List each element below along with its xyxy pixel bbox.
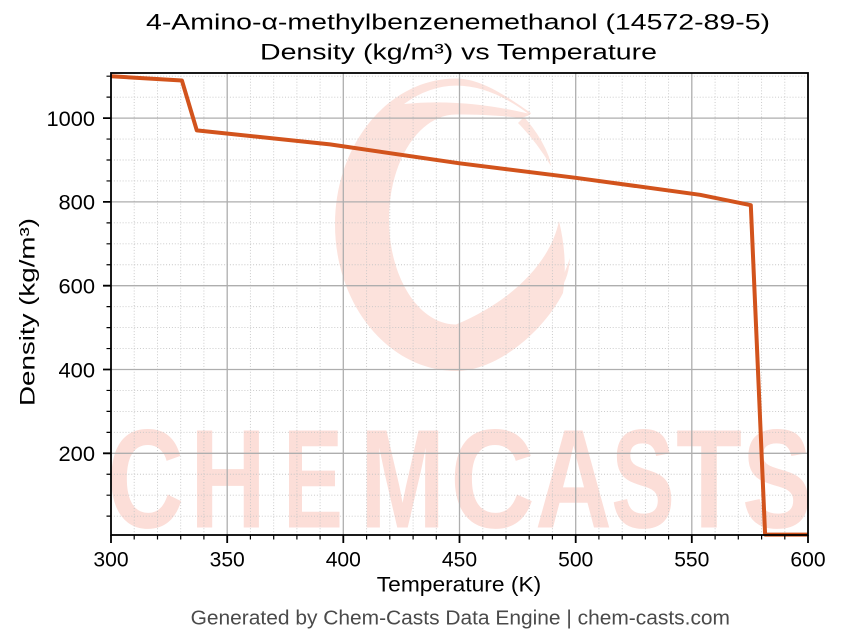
svg-text:400: 400 [326, 548, 361, 572]
svg-text:S: S [742, 400, 812, 558]
svg-text:Density (kg/m³) vs Temperature: Density (kg/m³) vs Temperature [260, 39, 657, 64]
svg-text:Temperature (K): Temperature (K) [377, 573, 541, 596]
svg-text:M: M [360, 400, 445, 558]
svg-text:T: T [676, 400, 742, 558]
svg-text:200: 200 [59, 442, 96, 466]
svg-text:4-Amino-α-methylbenzenemethano: 4-Amino-α-methylbenzenemethanol (14572-8… [146, 9, 770, 34]
svg-text:C: C [107, 400, 184, 558]
svg-text:350: 350 [210, 548, 245, 572]
svg-text:400: 400 [59, 358, 96, 382]
svg-text:S: S [611, 400, 675, 558]
svg-text:600: 600 [790, 548, 825, 572]
svg-text:300: 300 [93, 548, 128, 572]
svg-text:Density (kg/m³): Density (kg/m³) [17, 218, 40, 406]
svg-text:800: 800 [59, 191, 96, 215]
svg-text:550: 550 [674, 548, 709, 572]
svg-text:H: H [190, 400, 266, 558]
svg-text:600: 600 [59, 275, 96, 299]
svg-text:1000: 1000 [47, 107, 96, 131]
svg-text:A: A [535, 400, 612, 558]
svg-text:500: 500 [558, 548, 593, 572]
svg-text:Generated by Chem-Casts Data E: Generated by Chem-Casts Data Engine | ch… [191, 607, 730, 629]
svg-text:450: 450 [442, 548, 477, 572]
svg-text:E: E [283, 400, 343, 558]
svg-text:C: C [450, 400, 535, 558]
